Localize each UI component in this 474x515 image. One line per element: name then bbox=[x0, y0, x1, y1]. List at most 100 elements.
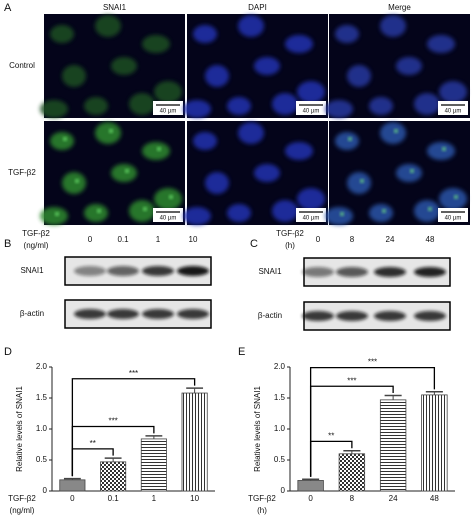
blot-band bbox=[336, 267, 368, 277]
speck bbox=[360, 179, 364, 183]
speck bbox=[442, 147, 446, 151]
y-tick-label: 2.0 bbox=[36, 362, 48, 371]
speck bbox=[55, 212, 59, 216]
speck bbox=[340, 212, 344, 216]
cell bbox=[50, 25, 74, 43]
cell bbox=[427, 142, 455, 160]
lane-label: 48 bbox=[426, 235, 435, 244]
lane-label: 0 bbox=[88, 235, 93, 244]
scale-bar-label: 40 µm bbox=[160, 216, 177, 222]
bar bbox=[297, 480, 324, 492]
blot-band bbox=[177, 309, 209, 319]
cell bbox=[62, 172, 86, 194]
cell bbox=[347, 172, 371, 194]
blot-band bbox=[302, 311, 334, 321]
column-header: DAPI bbox=[248, 3, 267, 12]
blot-band bbox=[142, 309, 174, 319]
speck bbox=[394, 129, 398, 133]
micrograph: 40 µm bbox=[325, 14, 470, 118]
speck bbox=[97, 209, 101, 213]
significance-label: *** bbox=[347, 376, 356, 385]
cell bbox=[95, 122, 121, 144]
x-axis-unit: (ng/ml) bbox=[10, 506, 35, 515]
x-tick-label: 8 bbox=[350, 494, 355, 503]
panel-letter: A bbox=[4, 2, 12, 14]
speck bbox=[454, 195, 458, 199]
x-tick-label: 10 bbox=[190, 494, 199, 503]
y-tick-label: 2.0 bbox=[274, 362, 286, 371]
lane-label: 8 bbox=[350, 235, 355, 244]
blot-band bbox=[142, 266, 174, 276]
speck bbox=[382, 209, 386, 213]
row-label: SNAI1 bbox=[20, 266, 44, 275]
x-tick-label: 48 bbox=[430, 494, 439, 503]
micrograph: 40 µm bbox=[325, 121, 470, 225]
cell bbox=[40, 100, 68, 118]
cell bbox=[297, 81, 325, 103]
y-tick-label: 0 bbox=[43, 486, 48, 495]
speck bbox=[348, 137, 352, 141]
row-label: β-actin bbox=[258, 311, 282, 320]
significance-label: *** bbox=[108, 417, 117, 426]
cell bbox=[369, 97, 393, 115]
cell bbox=[272, 200, 298, 222]
bar bbox=[181, 392, 208, 492]
cell bbox=[380, 122, 406, 144]
y-axis-label: Relative levels of SNAI1 bbox=[15, 386, 24, 472]
cell bbox=[427, 35, 455, 53]
lane-label: 0 bbox=[316, 235, 321, 244]
significance-label: ** bbox=[90, 439, 96, 448]
cell bbox=[205, 172, 229, 194]
y-axis-label: Relative levels of SNAI1 bbox=[253, 386, 262, 472]
lane-label: 0.1 bbox=[117, 235, 129, 244]
x-axis-unit: (h) bbox=[257, 506, 267, 515]
cell bbox=[62, 65, 86, 87]
x-tick-label: 0 bbox=[70, 494, 75, 503]
cell bbox=[347, 65, 371, 87]
cell bbox=[414, 93, 440, 115]
scale-bar-label: 40 µm bbox=[445, 109, 462, 115]
cell bbox=[205, 65, 229, 87]
bar bbox=[338, 453, 366, 492]
cell bbox=[396, 164, 422, 182]
cell bbox=[439, 81, 467, 103]
y-tick-label: 1.0 bbox=[36, 424, 48, 433]
cell bbox=[325, 100, 353, 118]
cell bbox=[193, 132, 217, 150]
micrograph: 40 µm bbox=[183, 14, 328, 118]
lane-label: 10 bbox=[189, 235, 198, 244]
cell bbox=[142, 142, 170, 160]
cell bbox=[380, 15, 406, 37]
speck bbox=[410, 169, 414, 173]
cell bbox=[50, 132, 74, 150]
bar bbox=[59, 479, 86, 492]
cell bbox=[325, 207, 353, 225]
x-tick-label: 0.1 bbox=[108, 494, 120, 503]
y-tick-label: 1.5 bbox=[36, 393, 48, 402]
bar bbox=[379, 399, 407, 492]
row-label: TGF-β2 bbox=[8, 168, 36, 177]
row-label: SNAI1 bbox=[258, 267, 282, 276]
lane-label: 1 bbox=[156, 235, 161, 244]
speck bbox=[428, 207, 432, 211]
cell bbox=[111, 164, 137, 182]
unit-label: (h) bbox=[285, 241, 295, 250]
blot-band bbox=[177, 266, 209, 276]
speck bbox=[143, 207, 147, 211]
blot-band bbox=[414, 267, 446, 277]
blot-band bbox=[374, 267, 406, 277]
y-tick-label: 0 bbox=[281, 486, 286, 495]
blot-band bbox=[74, 309, 106, 319]
scale-bar-label: 40 µm bbox=[303, 109, 320, 115]
scale-bar-label: 40 µm bbox=[160, 109, 177, 115]
micrograph: 40 µm bbox=[40, 14, 185, 118]
micrograph: 40 µm bbox=[40, 121, 185, 225]
speck bbox=[75, 179, 79, 183]
cell bbox=[238, 122, 264, 144]
x-tick-label: 0 bbox=[308, 494, 313, 503]
cell bbox=[414, 200, 440, 222]
panel-letter: B bbox=[4, 238, 11, 250]
cell bbox=[238, 15, 264, 37]
unit-label: (ng/ml) bbox=[24, 241, 49, 250]
